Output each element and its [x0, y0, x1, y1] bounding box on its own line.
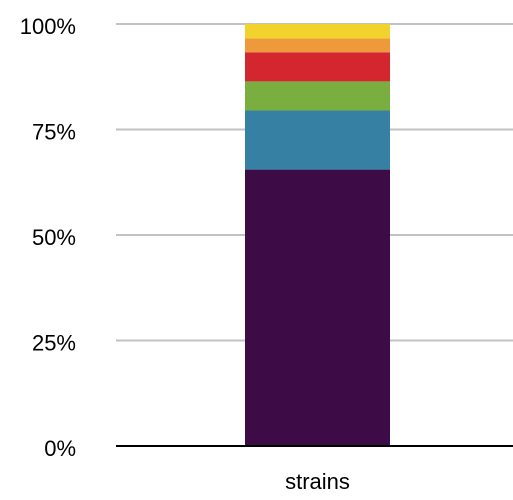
y-tick-label: 100%	[20, 14, 76, 39]
bar-segment-3	[245, 81, 390, 111]
y-tick-label: 50%	[32, 225, 76, 250]
y-tick-label: 0%	[44, 436, 76, 461]
bar-stack	[245, 24, 390, 446]
bar-segment-1	[245, 169, 390, 446]
bar-segment-2	[245, 110, 390, 170]
y-tick-label: 25%	[32, 331, 76, 356]
x-tick-label: strains	[285, 469, 350, 494]
bar-segment-6	[245, 24, 390, 39]
bar-segment-4	[245, 52, 390, 82]
tick-labels: 0% 25% 50% 75% 100% strains	[20, 14, 350, 494]
y-tick-label: 75%	[32, 120, 76, 145]
bar-segment-5	[245, 38, 390, 53]
